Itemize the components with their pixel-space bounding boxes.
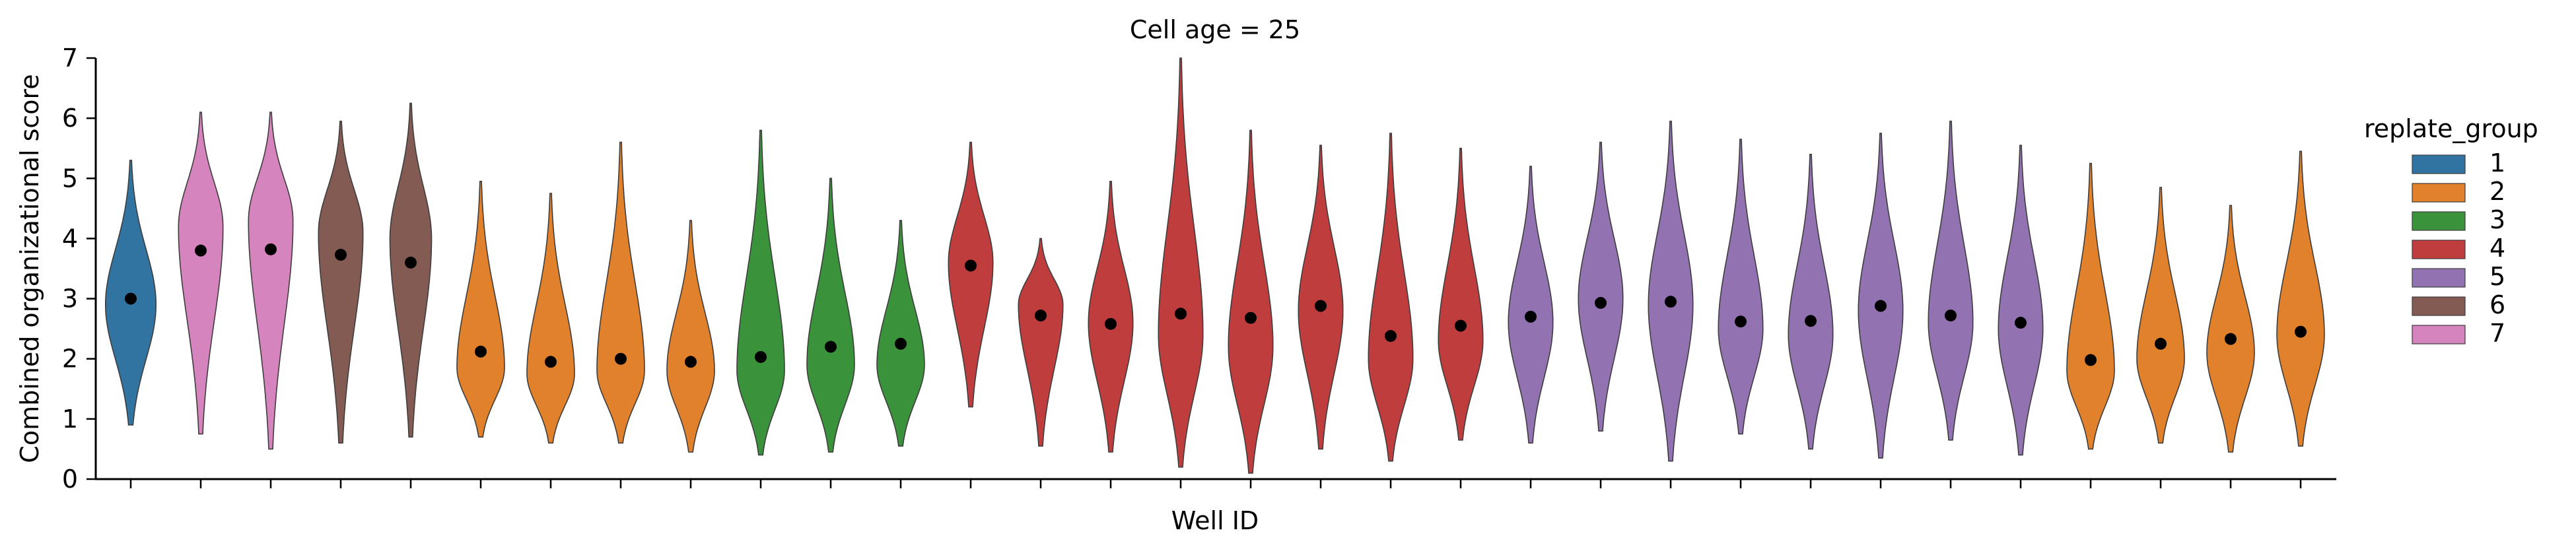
mean-point-8 xyxy=(615,352,627,365)
mean-point-19 xyxy=(1385,330,1397,343)
mean-point-27 xyxy=(1945,310,1957,322)
violin-20 xyxy=(1438,147,1484,441)
violin-14 xyxy=(1018,238,1064,447)
mean-point-16 xyxy=(1175,308,1187,320)
violin-16 xyxy=(1158,57,1204,468)
mean-point-10 xyxy=(755,350,767,363)
violin-15 xyxy=(1088,181,1134,453)
y-tick-label: 3 xyxy=(62,284,78,313)
violin-3 xyxy=(248,112,294,450)
legend-swatch-1 xyxy=(2412,154,2466,174)
mean-point-9 xyxy=(685,356,697,368)
means-layer xyxy=(125,243,2307,368)
violin-7 xyxy=(526,193,575,444)
chart-title: Cell age = 25 xyxy=(1130,15,1300,44)
mean-point-30 xyxy=(2155,337,2167,350)
violin-32 xyxy=(2276,150,2325,447)
legend-label-5: 5 xyxy=(2489,262,2505,291)
violin-11 xyxy=(806,178,855,453)
violin-27 xyxy=(1928,120,1974,441)
mean-point-14 xyxy=(1035,310,1047,322)
violin-1 xyxy=(105,160,157,426)
violin-29 xyxy=(2066,162,2115,450)
y-tick-label: 4 xyxy=(62,224,78,253)
violin-24 xyxy=(1718,139,1764,435)
legend-swatch-4 xyxy=(2412,240,2466,259)
legend-label-7: 7 xyxy=(2489,319,2505,348)
x-axis-label: Well ID xyxy=(1171,506,1259,535)
y-tick-label: 0 xyxy=(62,465,78,494)
y-tick-label: 7 xyxy=(62,44,78,73)
mean-point-18 xyxy=(1315,300,1327,312)
violin-12 xyxy=(876,220,925,447)
violin-8 xyxy=(596,141,645,444)
legend-title: replate_group xyxy=(2364,114,2538,143)
mean-point-13 xyxy=(965,259,977,272)
mean-point-23 xyxy=(1665,296,1677,308)
mean-point-31 xyxy=(2225,333,2237,345)
mean-point-20 xyxy=(1455,319,1467,332)
legend-label-2: 2 xyxy=(2489,177,2505,206)
violin-19 xyxy=(1368,133,1414,462)
legend-swatch-2 xyxy=(2412,183,2466,203)
violin-30 xyxy=(2136,187,2185,444)
violin-17 xyxy=(1228,129,1274,474)
y-ticks: 0 1 2 3 4 5 6 7 xyxy=(62,44,96,494)
mean-point-6 xyxy=(475,345,487,358)
violin-9 xyxy=(666,220,715,453)
legend-swatch-3 xyxy=(2412,211,2466,231)
mean-point-15 xyxy=(1105,317,1117,330)
violin-31 xyxy=(2206,205,2255,453)
violin-6 xyxy=(456,181,505,438)
violin-2 xyxy=(178,112,224,435)
violin-18 xyxy=(1298,145,1344,450)
mean-point-3 xyxy=(265,243,277,255)
violin-4 xyxy=(318,120,364,444)
violin-28 xyxy=(1998,145,2044,456)
y-tick-label: 6 xyxy=(62,104,78,133)
mean-point-21 xyxy=(1525,310,1537,323)
legend-label-3: 3 xyxy=(2489,205,2505,234)
mean-point-17 xyxy=(1245,311,1257,324)
mean-point-7 xyxy=(545,356,557,368)
legend-swatch-7 xyxy=(2412,325,2466,344)
violin-13 xyxy=(948,141,994,408)
mean-point-11 xyxy=(825,341,837,353)
violins-layer xyxy=(105,57,2325,474)
legend-swatch-6 xyxy=(2412,296,2466,316)
x-ticks xyxy=(129,479,2302,488)
mean-point-32 xyxy=(2295,325,2307,338)
violin-26 xyxy=(1858,133,1904,459)
mean-point-26 xyxy=(1875,300,1887,312)
violin-25 xyxy=(1788,154,1834,450)
legend-label-1: 1 xyxy=(2489,148,2505,178)
mean-point-5 xyxy=(405,256,417,269)
mean-point-28 xyxy=(2015,317,2027,329)
legend-label-6: 6 xyxy=(2489,290,2505,319)
mean-point-24 xyxy=(1735,315,1747,328)
mean-point-1 xyxy=(125,292,137,305)
mean-point-25 xyxy=(1805,315,1817,327)
y-tick-label: 1 xyxy=(62,405,78,434)
legend-label-4: 4 xyxy=(2489,234,2505,263)
y-tick-label: 2 xyxy=(62,344,78,374)
legend-swatch-5 xyxy=(2412,268,2466,288)
violin-10 xyxy=(736,129,785,456)
violin-23 xyxy=(1648,120,1694,462)
mean-point-29 xyxy=(2085,354,2097,366)
y-axis-label: Combined organizational score xyxy=(15,74,44,463)
mean-point-12 xyxy=(895,337,907,350)
mean-point-22 xyxy=(1595,296,1607,309)
mean-point-2 xyxy=(195,244,207,257)
violin-21 xyxy=(1508,166,1554,444)
y-tick-label: 5 xyxy=(62,164,78,193)
violin-22 xyxy=(1578,141,1624,432)
mean-point-4 xyxy=(335,249,347,261)
violin-5 xyxy=(389,102,433,438)
